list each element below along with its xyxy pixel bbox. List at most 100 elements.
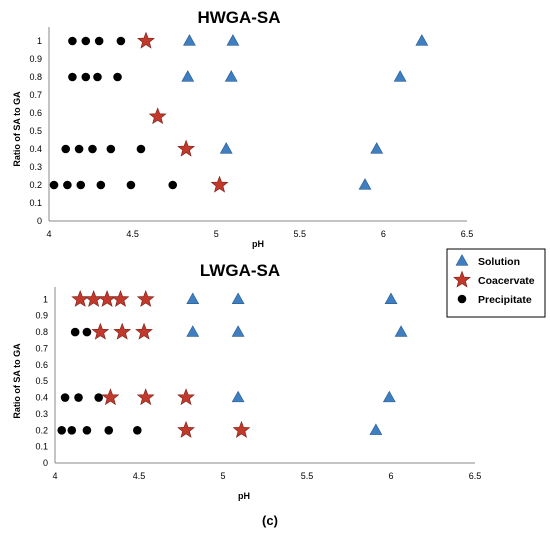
coacervate-point bbox=[113, 322, 132, 340]
y-tick-label: 0.2 bbox=[29, 180, 42, 190]
coacervate-point bbox=[136, 290, 155, 307]
solution-point bbox=[231, 390, 245, 403]
precipitate-point bbox=[81, 36, 91, 46]
legend-label-precipitate: Precipitate bbox=[478, 294, 532, 306]
x-tick-label: 5.5 bbox=[294, 229, 307, 239]
y-tick-label: 0.9 bbox=[29, 54, 42, 64]
x-tick-label: 4.5 bbox=[133, 471, 146, 481]
precipitate-point bbox=[133, 425, 142, 435]
precipitate-point bbox=[70, 327, 80, 337]
x-tick-label: 6.5 bbox=[469, 471, 482, 481]
solution-point bbox=[181, 70, 195, 82]
coacervate-point bbox=[98, 290, 116, 307]
x-tick-label: 4.5 bbox=[126, 229, 139, 239]
precipitate-point bbox=[74, 144, 84, 154]
y-axis-title: Ratio of SA to GA bbox=[12, 91, 22, 167]
y-tick-label: 0.4 bbox=[29, 144, 42, 154]
precipitate-point bbox=[136, 144, 146, 154]
coacervate-point bbox=[71, 290, 90, 307]
coacervate-point bbox=[111, 290, 130, 307]
precipitate-point bbox=[61, 144, 71, 154]
y-tick-labels: 0 0.1 0.2 0.3 0.4 0.5 0.6 0.7 0.8 0.9 1 bbox=[29, 36, 42, 226]
precipitate-point bbox=[74, 393, 83, 402]
x-axis-title: pH bbox=[252, 239, 264, 249]
coacervate-point bbox=[177, 388, 195, 406]
data-marks bbox=[49, 31, 429, 193]
y-tick-label: 0.5 bbox=[35, 376, 48, 386]
x-tick-label: 4 bbox=[46, 229, 51, 239]
precipitate-point bbox=[126, 180, 136, 190]
y-tick-label: 0.2 bbox=[35, 425, 48, 435]
precipitate-point bbox=[82, 425, 92, 435]
x-tick-label: 6 bbox=[388, 471, 393, 481]
coacervate-point bbox=[177, 420, 195, 438]
solution-point bbox=[226, 34, 240, 46]
coacervate-legend-symbol bbox=[453, 270, 471, 288]
coacervate-point bbox=[137, 31, 155, 49]
chart-lwga-sa: LWGA-SA pH Ratio of SA to GA 00.10.20.30… bbox=[12, 261, 481, 501]
chart-title: LWGA-SA bbox=[200, 261, 280, 280]
precipitate-point bbox=[168, 180, 178, 190]
precipitate-point bbox=[67, 425, 77, 435]
y-tick-label: 0.6 bbox=[29, 108, 42, 118]
y-tick-label: 0.9 bbox=[35, 311, 48, 321]
solution-point bbox=[231, 325, 245, 337]
y-tick-label: 0.1 bbox=[29, 198, 42, 208]
solution-point bbox=[370, 142, 384, 154]
plot-area: 0 0.1 0.2 0.3 0.4 0.5 0.6 0.7 0.8 0.9 1 4 4.5 5 5.5 6 6… bbox=[29, 27, 473, 239]
precipitate-point bbox=[94, 393, 103, 402]
coacervate-point bbox=[91, 322, 110, 340]
precipitate-point bbox=[116, 36, 126, 46]
y-tick-label: 0.4 bbox=[35, 393, 48, 403]
coacervate-point bbox=[84, 290, 103, 307]
precipitate-point bbox=[106, 144, 116, 154]
figure-caption: (c) bbox=[262, 513, 278, 528]
precipitate-point bbox=[93, 72, 102, 82]
x-axis-title: pH bbox=[238, 491, 250, 501]
solution-point bbox=[382, 390, 396, 403]
precipitate-point bbox=[94, 36, 104, 46]
y-tick-labels: 0 0.1 0.2 0.3 0.4 0.5 0.6 0.7 0.8 0.9 1 bbox=[35, 294, 48, 468]
solution-point bbox=[186, 292, 200, 305]
legend-label-solution: Solution bbox=[478, 256, 520, 268]
precipitate-point bbox=[57, 425, 67, 435]
data-marks bbox=[57, 290, 408, 438]
y-tick-label: 1 bbox=[37, 36, 42, 46]
x-tick-label: 4 bbox=[52, 471, 57, 481]
solution-point bbox=[224, 70, 238, 82]
solution-point bbox=[186, 325, 200, 337]
solution-point bbox=[183, 34, 196, 46]
precipitate-point bbox=[63, 180, 72, 190]
legend-label-coacervate: Coacervate bbox=[478, 275, 535, 287]
x-tick-label: 6 bbox=[381, 229, 386, 239]
precipitate-point bbox=[76, 180, 86, 190]
y-tick-label: 0 bbox=[37, 216, 42, 226]
y-tick-label: 0.7 bbox=[35, 343, 48, 353]
y-tick-label: 0.8 bbox=[29, 72, 42, 82]
x-tick-label: 5 bbox=[214, 229, 219, 239]
chart-title: HWGA-SA bbox=[197, 8, 280, 27]
x-tick-label: 5 bbox=[220, 471, 225, 481]
coacervate-point bbox=[177, 139, 195, 157]
y-tick-label: 0.3 bbox=[35, 409, 48, 419]
y-tick-label: 0.1 bbox=[35, 442, 48, 452]
precipitate-point bbox=[49, 180, 59, 190]
precipitate-point bbox=[68, 72, 77, 82]
x-tick-label: 6.5 bbox=[461, 229, 474, 239]
solution-point bbox=[394, 325, 408, 337]
coacervate-point bbox=[210, 175, 229, 193]
precipitate-point bbox=[113, 72, 122, 82]
y-tick-label: 0.8 bbox=[35, 327, 48, 337]
solution-point bbox=[393, 70, 407, 82]
plot-area: 0 0.1 0.2 0.3 0.4 0.5 0.6 0.7 0.8 0.9 1 4 4.5 5 5.5 6 6… bbox=[35, 287, 481, 481]
x-tick-label: 5.5 bbox=[301, 471, 314, 481]
coacervate-point bbox=[101, 388, 120, 406]
y-axis-title: Ratio of SA to GA bbox=[12, 343, 22, 419]
precipitate-point bbox=[81, 72, 91, 82]
chart-hwga-sa: HWGA-SA pH Ratio of SA to GA 00.10.20.30… bbox=[12, 8, 473, 249]
precipitate-point bbox=[82, 327, 92, 337]
x-tick-labels: 4 4.5 5 5.5 6 6.5 bbox=[52, 471, 481, 481]
solution-point bbox=[415, 34, 429, 46]
coacervate-point bbox=[232, 420, 251, 438]
solution-point bbox=[384, 292, 398, 305]
